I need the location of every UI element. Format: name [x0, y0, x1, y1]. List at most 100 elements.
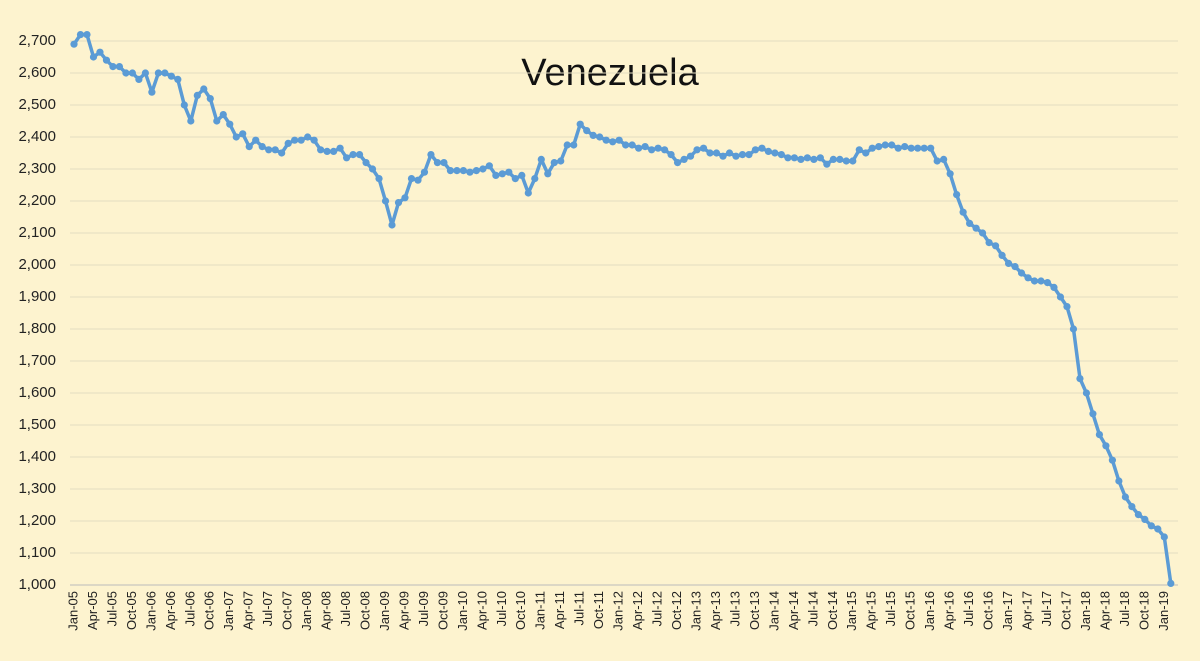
point — [109, 63, 117, 71]
point — [252, 136, 260, 144]
point — [991, 242, 1000, 250]
x-tick-label: Jan-17 — [1000, 591, 1015, 631]
y-tick-label: 2,700 — [18, 32, 56, 49]
point — [1011, 263, 1019, 271]
x-tick-label: Apr-11 — [552, 591, 567, 629]
x-tick-label: Oct-17 — [1058, 591, 1073, 630]
point — [446, 167, 455, 175]
point — [667, 151, 675, 159]
point — [972, 224, 980, 232]
x-tick-label: Jan-19 — [1156, 591, 1171, 631]
y-tick-label: 2,100 — [18, 224, 56, 241]
point — [1017, 269, 1026, 277]
point — [946, 170, 954, 178]
point — [245, 143, 253, 151]
point — [849, 157, 857, 165]
y-tick-label: 2,300 — [18, 160, 56, 177]
point — [388, 221, 396, 229]
point — [284, 139, 292, 147]
point — [810, 155, 818, 163]
x-tick-label: Jan-11 — [533, 591, 548, 630]
point — [745, 151, 753, 159]
point — [855, 146, 863, 154]
point — [278, 149, 286, 157]
x-tick-label: Jul-06 — [182, 591, 197, 626]
point — [459, 167, 467, 175]
x-tick-label: Jan-09 — [377, 591, 392, 631]
point — [70, 40, 78, 48]
point — [76, 30, 85, 39]
point — [673, 159, 682, 167]
point — [239, 130, 247, 138]
point — [505, 168, 513, 176]
point — [875, 143, 883, 151]
point — [213, 117, 221, 125]
y-tick-label: 1,400 — [18, 448, 56, 465]
y-tick-label: 2,400 — [18, 128, 56, 145]
x-tick-label: Apr-17 — [1019, 591, 1034, 630]
point — [1134, 510, 1142, 519]
point — [349, 151, 357, 159]
point — [304, 133, 312, 141]
point — [894, 144, 902, 152]
point — [440, 159, 448, 167]
point — [628, 141, 636, 149]
y-tick-label: 2,200 — [18, 192, 56, 209]
x-tick-label: Jul-14 — [805, 591, 820, 626]
x-tick-label: Apr-18 — [1097, 591, 1112, 630]
x-tick-label: Jul-09 — [416, 591, 431, 626]
x-tick-label: Oct-14 — [825, 591, 840, 630]
point — [1141, 515, 1149, 524]
y-tick-label: 1,700 — [18, 352, 56, 369]
x-tick-label: Jan-10 — [455, 591, 470, 631]
point — [758, 144, 766, 152]
point — [732, 152, 740, 160]
point — [265, 146, 273, 154]
y-tick-label: 1,600 — [18, 384, 56, 401]
x-tick-label: Apr-09 — [396, 591, 411, 630]
point — [433, 159, 442, 167]
point — [907, 144, 915, 152]
point — [557, 157, 565, 165]
x-tick-label: Jul-17 — [1039, 591, 1054, 626]
x-tick-label: Jan-15 — [844, 591, 859, 631]
point — [1154, 525, 1162, 533]
point — [940, 155, 948, 163]
point — [693, 146, 701, 154]
x-tick-label: Jan-14 — [766, 591, 781, 631]
point — [492, 171, 500, 179]
point — [128, 69, 137, 77]
x-tick-label: Jan-05 — [65, 591, 80, 631]
point — [654, 144, 662, 152]
x-tick-label: Oct-07 — [280, 591, 295, 630]
point — [933, 157, 941, 165]
x-tick-label: Apr-10 — [474, 591, 489, 630]
point — [420, 168, 429, 176]
point — [466, 168, 474, 176]
point — [511, 175, 519, 183]
point — [966, 219, 974, 227]
x-tick-label: Apr-15 — [864, 591, 879, 630]
point — [310, 136, 318, 144]
point — [1160, 533, 1168, 541]
point — [330, 147, 338, 155]
x-tick-label: Oct-10 — [513, 591, 528, 630]
point — [706, 149, 714, 157]
y-tick-label: 1,800 — [18, 320, 56, 337]
x-tick-label: Apr-12 — [630, 591, 645, 630]
point — [544, 170, 552, 178]
x-tick-label: Oct-05 — [124, 591, 139, 630]
point — [498, 170, 506, 178]
point — [1115, 477, 1123, 485]
point — [427, 151, 435, 159]
point — [1167, 579, 1175, 588]
point — [368, 165, 377, 173]
point — [615, 136, 623, 144]
point — [167, 72, 175, 80]
y-tick-label: 1,200 — [18, 512, 56, 529]
point — [291, 136, 299, 144]
point — [1024, 274, 1032, 282]
point — [862, 149, 870, 157]
x-tick-label: Oct-06 — [202, 591, 217, 630]
x-tick-label: Oct-18 — [1136, 591, 1151, 630]
